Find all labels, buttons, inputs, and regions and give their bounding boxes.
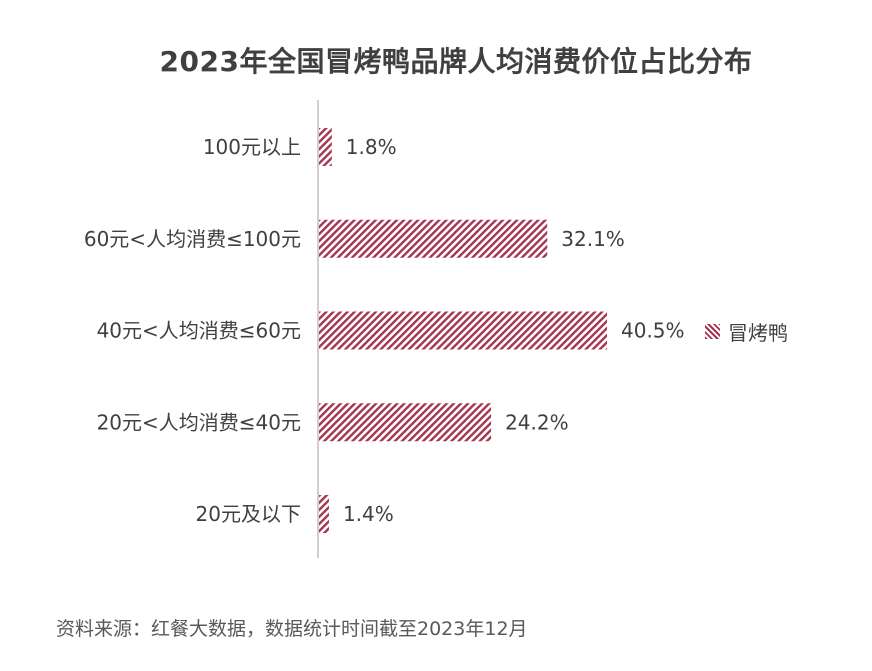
bar bbox=[319, 403, 492, 442]
category-label: 60元<人均消费≤100元 bbox=[84, 227, 301, 251]
legend: 冒烤鸭 bbox=[705, 318, 788, 345]
data-label: 40.5% bbox=[621, 319, 685, 343]
legend-label: 冒烤鸭 bbox=[728, 320, 788, 345]
source-note: 资料来源：红餐大数据，数据统计时间截至2023年12月 bbox=[56, 618, 528, 640]
bar bbox=[319, 495, 329, 533]
data-label: 1.8% bbox=[346, 135, 397, 159]
bar bbox=[319, 311, 607, 350]
bars-group: 100元以上 1.8% 60元<人均消费≤100元 32.1% 40元<人均消费≤60元… bbox=[84, 128, 685, 533]
data-label: 1.4% bbox=[343, 502, 394, 526]
data-label: 32.1% bbox=[561, 227, 625, 251]
category-label: 100元以上 bbox=[203, 135, 301, 159]
bar bbox=[319, 128, 332, 166]
category-label: 20元<人均消费≤40元 bbox=[97, 410, 301, 434]
bar bbox=[319, 219, 548, 258]
category-label: 20元及以下 bbox=[196, 502, 301, 526]
chart-title: 2023年全国冒烤鸭品牌人均消费价位占比分布 bbox=[159, 45, 753, 78]
data-label: 24.2% bbox=[505, 410, 569, 434]
category-label: 40元<人均消费≤60元 bbox=[97, 319, 301, 343]
legend-swatch bbox=[705, 323, 720, 339]
